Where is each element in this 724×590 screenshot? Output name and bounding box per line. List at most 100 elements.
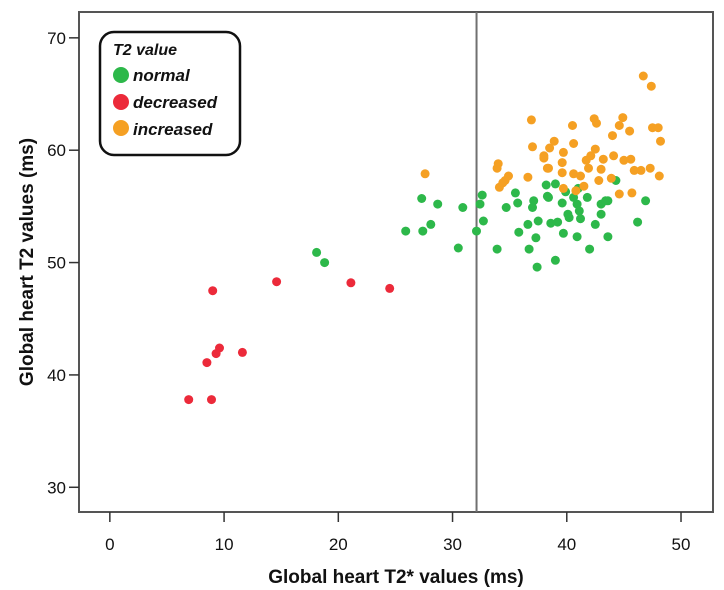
data-point-normal: [531, 233, 541, 243]
x-tick-label: 0: [105, 535, 114, 554]
data-point-increased: [653, 123, 663, 133]
data-point-normal: [532, 262, 542, 272]
data-point-increased: [569, 169, 579, 179]
y-tick-label: 70: [47, 29, 66, 48]
data-point-increased: [528, 142, 537, 152]
data-point-decreased: [272, 277, 282, 287]
legend-marker-normal: [113, 67, 129, 83]
data-point-normal: [453, 243, 463, 253]
y-axis-ticks: 30 40 50 60 70: [47, 29, 79, 497]
data-point-increased: [614, 189, 624, 199]
data-point-increased: [571, 186, 581, 196]
data-point-decreased: [385, 283, 395, 293]
x-axis-ticks: 0 10 20 30 40 50: [105, 512, 690, 554]
data-point-increased: [557, 158, 567, 168]
data-point-normal: [576, 214, 585, 224]
data-point-increased: [618, 113, 628, 123]
legend-entry-normal: normal: [113, 66, 191, 85]
data-point-normal: [528, 203, 537, 212]
data-point-increased: [645, 163, 655, 173]
y-axis-title: Global heart T2 values (ms): [17, 138, 38, 386]
data-point-increased: [594, 176, 604, 185]
legend-label-decreased: decreased: [133, 93, 218, 112]
data-point-decreased: [208, 286, 218, 296]
data-point-increased: [656, 136, 665, 146]
y-tick-label: 30: [47, 478, 66, 497]
data-point-normal: [426, 219, 436, 229]
data-point-increased: [420, 169, 430, 179]
data-point-increased: [626, 154, 636, 164]
y-tick-label: 40: [47, 366, 66, 385]
data-point-increased: [498, 178, 508, 188]
data-point-normal: [418, 226, 428, 236]
data-point-normal: [433, 199, 443, 209]
data-point-normal: [533, 216, 543, 226]
data-point-normal: [523, 219, 533, 229]
data-point-decreased: [211, 349, 221, 359]
data-point-increased: [526, 115, 536, 125]
data-point-normal: [458, 203, 468, 212]
data-point-increased: [576, 171, 585, 181]
data-point-increased: [619, 155, 629, 165]
data-point-normal: [601, 196, 611, 206]
data-point-increased: [557, 168, 567, 178]
x-tick-label: 10: [215, 535, 234, 554]
data-points-layer: [184, 71, 665, 405]
data-point-normal: [475, 199, 485, 209]
data-point-increased: [606, 173, 616, 183]
data-point-increased: [625, 126, 635, 136]
data-point-increased: [598, 154, 608, 164]
data-point-decreased: [202, 358, 212, 368]
data-point-increased: [569, 139, 579, 148]
data-point-increased: [523, 172, 533, 182]
x-tick-label: 20: [329, 535, 348, 554]
legend-label-normal: normal: [133, 66, 191, 85]
data-point-decreased: [346, 278, 356, 288]
data-point-normal: [582, 192, 592, 202]
data-point-normal: [501, 203, 511, 212]
data-point-normal: [529, 196, 539, 206]
legend-entry-decreased: decreased: [113, 93, 218, 112]
data-point-normal: [572, 199, 582, 209]
data-point-increased: [636, 165, 646, 175]
data-point-normal: [544, 192, 553, 202]
data-point-increased: [492, 163, 502, 173]
data-point-normal: [401, 226, 411, 236]
legend-marker-increased: [113, 120, 129, 136]
data-point-increased: [558, 147, 568, 157]
data-point-increased: [627, 188, 637, 198]
data-point-increased: [609, 151, 619, 161]
x-tick-label: 30: [443, 535, 462, 554]
data-point-normal: [553, 217, 563, 227]
data-point-normal: [320, 258, 330, 268]
data-point-increased: [549, 136, 559, 146]
data-point-increased: [608, 131, 617, 141]
data-point-normal: [574, 206, 584, 216]
x-tick-label: 40: [557, 535, 576, 554]
data-point-increased: [592, 118, 601, 128]
data-point-normal: [514, 227, 524, 237]
data-point-increased: [590, 144, 600, 154]
data-point-increased: [545, 143, 555, 153]
data-point-normal: [564, 213, 574, 223]
data-point-normal: [472, 226, 481, 236]
data-point-normal: [524, 244, 534, 254]
data-point-decreased: [237, 347, 247, 357]
y-tick-label: 60: [47, 141, 66, 160]
data-point-decreased: [184, 395, 194, 405]
data-point-normal: [590, 219, 600, 229]
legend: T2 value normal decreased increased: [98, 30, 242, 157]
data-point-normal: [557, 198, 567, 208]
data-point-increased: [654, 171, 664, 181]
data-point-increased: [558, 183, 568, 193]
legend-marker-decreased: [113, 94, 129, 110]
data-point-increased: [614, 121, 624, 130]
data-point-normal: [513, 198, 523, 208]
data-point-increased: [638, 71, 648, 81]
data-point-normal: [596, 209, 606, 219]
data-point-normal: [492, 244, 502, 254]
data-point-normal: [558, 228, 568, 238]
data-point-normal: [312, 247, 322, 257]
legend-box: [98, 30, 242, 157]
